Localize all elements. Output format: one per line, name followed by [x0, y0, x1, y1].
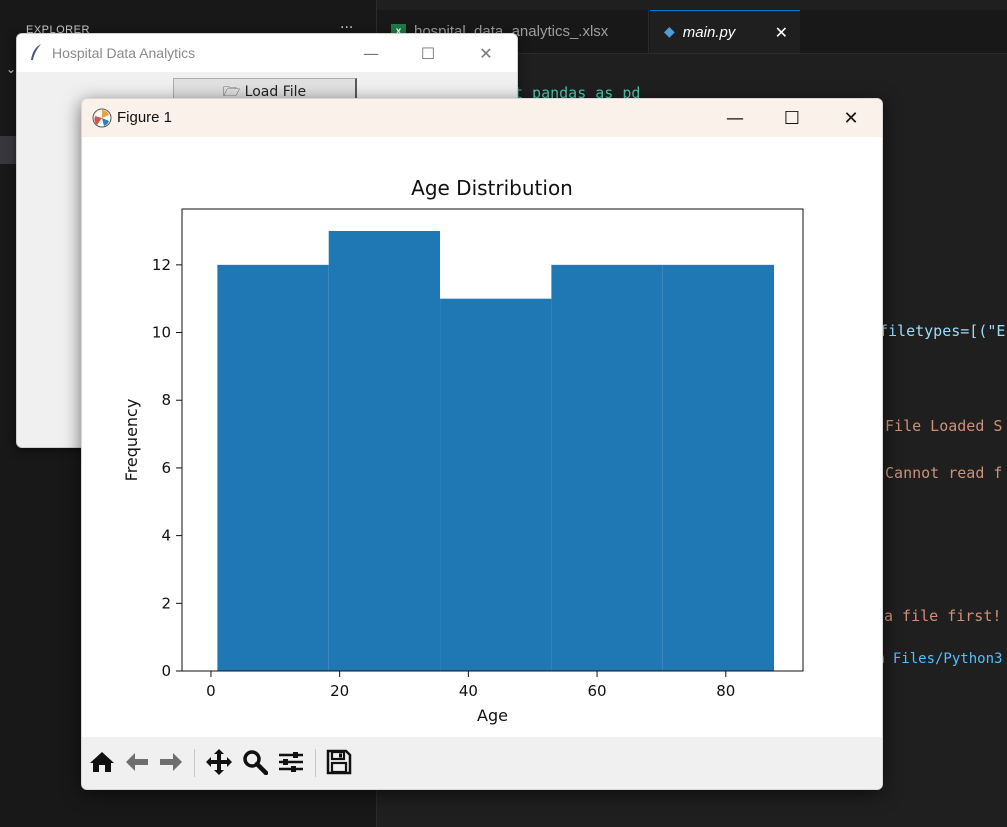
y-tick-label: 8	[161, 391, 171, 409]
save-icon[interactable]	[324, 747, 354, 777]
x-tick-label: 20	[330, 682, 349, 700]
matplotlib-figure-window: Figure 1 — ☐ ✕ Age Distribution 0 20 40 60 8…	[81, 98, 883, 790]
tab-label: main.py	[682, 23, 736, 41]
age-distribution-chart: Age Distribution 0 20 40 60 80 0 2 4 6 8 10 12 Age…	[122, 176, 804, 725]
axes-frame	[181, 208, 804, 672]
y-tick-label: 10	[152, 324, 171, 342]
figure-toolbar	[82, 737, 882, 789]
x-tick-label: 60	[588, 682, 607, 700]
close-icon[interactable]: ✕	[843, 107, 859, 129]
back-icon[interactable]	[122, 747, 152, 777]
y-tick-label: 4	[161, 527, 171, 545]
code-file-first: a file first!	[884, 607, 1002, 625]
x-axis-label: Age	[477, 706, 508, 725]
feather-icon	[31, 44, 41, 60]
close-icon[interactable]: ✕	[774, 22, 788, 42]
pan-icon[interactable]	[204, 747, 234, 777]
toolbar-separator	[194, 749, 195, 777]
forward-icon[interactable]	[156, 747, 186, 777]
y-tick-label: 2	[161, 594, 171, 612]
window-titlebar[interactable]: Hospital Data Analytics — ☐ ✕	[17, 34, 517, 72]
x-tick-label: 40	[459, 682, 478, 700]
zoom-icon[interactable]	[240, 747, 270, 777]
y-tick-label: 12	[152, 256, 171, 274]
code-import-line: t pandas as pd	[514, 84, 641, 102]
configure-subplots-icon[interactable]	[276, 747, 306, 777]
home-icon[interactable]	[87, 747, 117, 777]
chevron-down-icon[interactable]: ⌄	[6, 62, 17, 76]
code-filetypes: filetypes=[("E	[879, 322, 1006, 340]
maximize-icon[interactable]: ☐	[420, 43, 436, 63]
y-axis-label: Frequency	[122, 399, 141, 482]
python-icon: ◆	[664, 24, 675, 40]
histogram-bar	[217, 264, 329, 671]
matplotlib-logo-icon	[92, 108, 112, 128]
close-icon[interactable]: ✕	[479, 43, 493, 63]
more-actions-icon[interactable]: ···	[340, 20, 354, 36]
histogram-bar	[440, 298, 552, 671]
x-tick-label: 0	[206, 682, 216, 700]
figure-titlebar[interactable]: Figure 1 — ☐ ✕	[82, 99, 882, 137]
chart-title: Age Distribution	[411, 176, 573, 200]
explorer-selected-row[interactable]	[0, 136, 16, 164]
minimize-icon[interactable]: —	[363, 43, 379, 63]
editor-tab-bar: x hospital_data_analytics_.xlsx ◆ main.p…	[377, 10, 1007, 54]
x-tick-label: 80	[716, 682, 735, 700]
code-file-loaded: "File Loaded S	[876, 417, 1003, 435]
code-terminal-path: m Files/Python3	[876, 651, 1003, 667]
code-cannot-read: "Cannot read f	[876, 464, 1003, 482]
y-tick-label: 0	[161, 662, 171, 680]
histogram-bar	[328, 231, 441, 671]
minimize-icon[interactable]: —	[726, 107, 744, 129]
figure-title: Figure 1	[117, 109, 173, 126]
histogram-bar	[662, 264, 775, 671]
y-tick-label: 6	[161, 459, 171, 477]
toolbar-separator	[315, 749, 316, 777]
histogram-bar	[551, 264, 663, 671]
maximize-icon[interactable]: ☐	[783, 107, 801, 129]
tab-main-py[interactable]: ◆ main.py ✕	[650, 10, 800, 53]
window-title: Hospital Data Analytics	[52, 45, 196, 61]
